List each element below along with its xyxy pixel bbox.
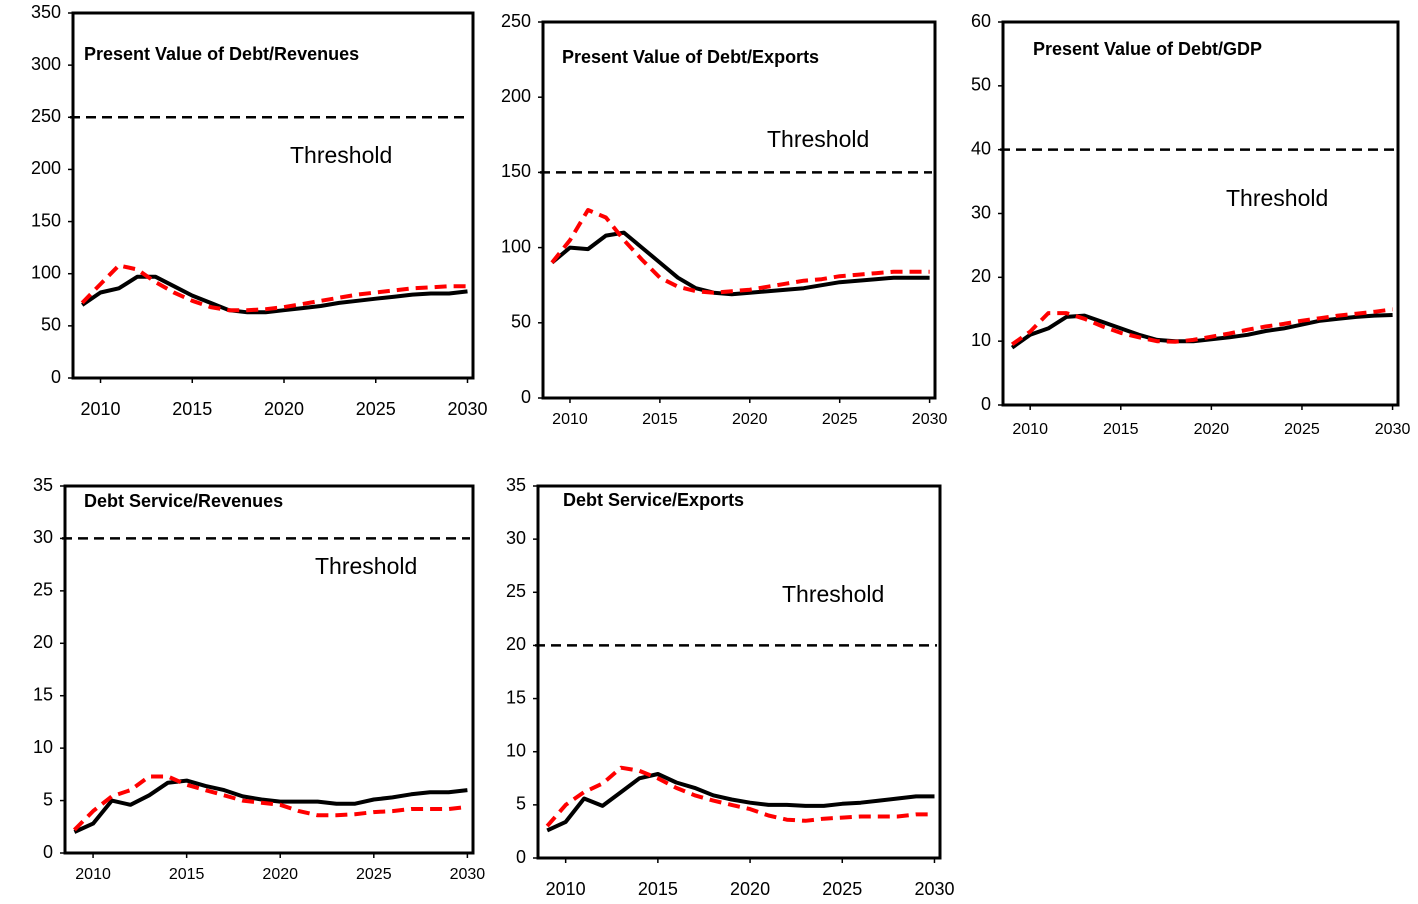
y-tick-label: 0 [516, 847, 526, 867]
y-tick-label: 35 [506, 475, 526, 495]
x-tick-label: 2030 [1375, 421, 1411, 438]
x-tick-label: 2020 [262, 866, 298, 883]
threshold-label: Threshold [315, 553, 417, 579]
x-tick-label: 2030 [447, 399, 487, 419]
x-tick-label: 2010 [546, 879, 586, 899]
series-line [546, 772, 935, 833]
y-tick-label: 200 [501, 86, 531, 106]
y-tick-label: 5 [516, 794, 526, 814]
chart-title: Debt Service/Exports [563, 490, 744, 510]
y-tick-label: 50 [41, 315, 61, 335]
y-tick-label: 20 [971, 266, 991, 286]
x-tick-label: 2025 [356, 399, 396, 419]
y-tick-label: 20 [33, 632, 53, 652]
y-tick-label: 0 [981, 394, 991, 414]
y-tick-label: 100 [501, 236, 531, 256]
y-tick-label: 50 [511, 312, 531, 332]
y-tick-label: 10 [506, 740, 526, 760]
threshold-label: Threshold [767, 126, 869, 152]
chart-title: Present Value of Debt/GDP [1033, 39, 1262, 59]
y-tick-label: 30 [33, 527, 53, 547]
x-tick-label: 2015 [1103, 421, 1139, 438]
x-tick-label: 2025 [822, 879, 862, 899]
y-tick-label: 0 [521, 387, 531, 407]
y-tick-label: 25 [33, 580, 53, 600]
x-tick-label: 2010 [75, 866, 111, 883]
x-tick-label: 2030 [914, 879, 954, 899]
chart-title: Debt Service/Revenues [84, 491, 283, 511]
y-tick-label: 25 [506, 581, 526, 601]
series-line [545, 765, 935, 828]
y-tick-label: 40 [971, 138, 991, 158]
y-tick-label: 15 [506, 687, 526, 707]
chart-title: Present Value of Debt/Exports [562, 47, 819, 67]
y-tick-label: 30 [971, 202, 991, 222]
y-tick-label: 50 [971, 75, 991, 95]
x-tick-label: 2020 [264, 399, 304, 419]
x-tick-label: 2010 [552, 411, 588, 428]
y-tick-label: 60 [971, 11, 991, 31]
y-tick-label: 30 [506, 528, 526, 548]
y-tick-label: 250 [501, 11, 531, 31]
y-tick-label: 0 [51, 367, 61, 387]
plot-frame [63, 484, 475, 855]
y-tick-label: 20 [506, 634, 526, 654]
y-tick-label: 35 [33, 475, 53, 495]
x-tick-label: 2020 [732, 411, 768, 428]
y-tick-label: 250 [31, 106, 61, 126]
chart-title: Present Value of Debt/Revenues [84, 44, 359, 64]
y-tick-label: 200 [31, 158, 61, 178]
series-line [72, 774, 468, 832]
chart-panel: 0 50 100 150 200 250 300 350 2010 2015 2020 2025 203… [31, 2, 488, 419]
y-tick-label: 150 [501, 161, 531, 181]
series-line [1010, 313, 1393, 350]
y-tick-label: 350 [31, 2, 61, 22]
x-tick-label: 2030 [912, 411, 948, 428]
x-tick-label: 2025 [356, 866, 392, 883]
series-line [550, 208, 930, 295]
y-tick-label: 15 [33, 684, 53, 704]
threshold-label: Threshold [1226, 185, 1328, 211]
x-tick-label: 2015 [169, 866, 205, 883]
threshold-label: Threshold [782, 581, 884, 607]
y-tick-label: 10 [33, 737, 53, 757]
y-tick-label: 300 [31, 54, 61, 74]
y-tick-label: 5 [43, 789, 53, 809]
y-tick-label: 10 [971, 330, 991, 350]
x-tick-label: 2015 [172, 399, 212, 419]
x-tick-label: 2015 [642, 411, 678, 428]
y-tick-label: 150 [31, 210, 61, 230]
x-tick-label: 2020 [730, 879, 770, 899]
x-tick-label: 2020 [1194, 421, 1230, 438]
plot-frame [536, 484, 942, 860]
y-tick-label: 0 [43, 842, 53, 862]
x-tick-label: 2025 [1284, 421, 1320, 438]
series-line [550, 230, 930, 297]
y-tick-label: 100 [31, 262, 61, 282]
threshold-label: Threshold [290, 142, 392, 168]
x-tick-label: 2010 [80, 399, 120, 419]
x-tick-label: 2010 [1012, 421, 1048, 438]
x-tick-label: 2025 [822, 411, 858, 428]
plot-frame [1001, 20, 1400, 407]
series-line [80, 263, 468, 313]
chart-panel: 0 50 100 150 200 250 2010 2015 2020 2025 2030 Thres… [501, 11, 948, 428]
plot-frame [71, 11, 475, 380]
x-tick-label: 2015 [638, 879, 678, 899]
plot-frame [541, 20, 937, 400]
x-tick-label: 2030 [450, 866, 486, 883]
series-line [73, 778, 468, 834]
